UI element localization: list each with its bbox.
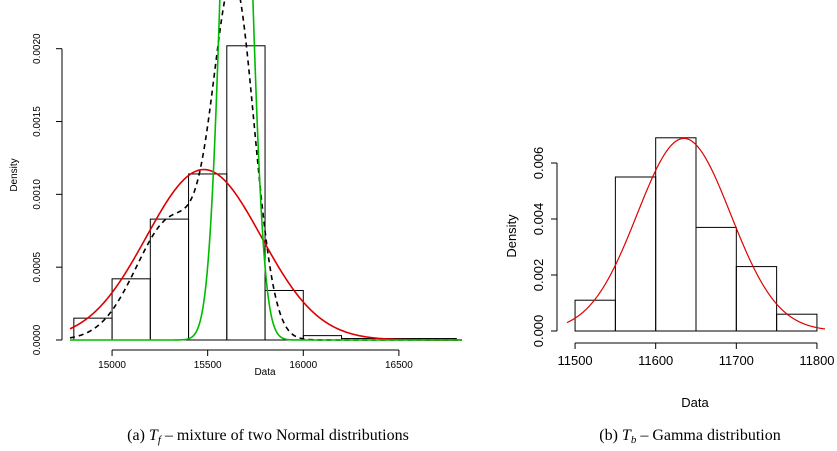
y-tick-label: 0.002 — [531, 259, 546, 292]
x-tick-label: 11700 — [719, 353, 754, 368]
y-tick-label: 0.0000 — [32, 324, 43, 355]
x-tick-label: 11500 — [557, 353, 592, 368]
panel-a-histogram — [73, 45, 457, 341]
density-curve — [70, 0, 462, 341]
y-tick-label: 0.0005 — [32, 251, 43, 282]
x-tick-label: 15500 — [194, 360, 222, 371]
histogram-bar — [149, 218, 190, 341]
y-tick-label: 0.000 — [531, 315, 546, 348]
panel-a-density-curves — [69, 0, 462, 341]
panel-b-axes: 11500 11600 11700 11800 0.000 0.002 0.004 0.006 — [531, 147, 835, 368]
panel-a-y-axis-title: Density — [9, 158, 20, 191]
x-tick-label: 15000 — [98, 360, 126, 371]
y-tick-label: 0.006 — [531, 147, 546, 180]
x-tick-label: 16000 — [289, 360, 317, 371]
x-tick-label: 16500 — [385, 360, 413, 371]
histogram-bar — [735, 266, 778, 332]
y-tick-label: 0.0010 — [32, 179, 43, 210]
panel-b-chart: 11500 11600 11700 11800 0.000 0.002 0.004 0.006… — [504, 137, 835, 410]
x-tick-label: 11600 — [638, 353, 673, 368]
panel-a-x-axis-title: Data — [254, 367, 276, 378]
dashed-mixture-curve — [69, 0, 462, 341]
y-tick-label: 0.004 — [531, 203, 546, 236]
panel-b-caption: (b) Tb – Gamma distribution — [599, 427, 781, 446]
x-tick-label: 11800 — [799, 353, 834, 368]
histogram-bar — [111, 278, 151, 341]
y-tick-label: 0.0015 — [32, 106, 43, 137]
histogram-bar — [264, 289, 304, 341]
panel-a-chart: 15000 15500 16000 16500 0.0000 0.0005 0.0010 0.… — [9, 0, 462, 378]
panel-a-axes: 15000 15500 16000 16500 0.0000 0.0005 0.0010 0.… — [32, 33, 413, 371]
density-curve — [69, 168, 462, 341]
histogram-bar — [226, 45, 266, 341]
panel-b-x-axis-title: Data — [681, 395, 709, 410]
histogram-bar — [574, 299, 616, 332]
histogram-bar — [655, 137, 697, 332]
panel-b-density-curves — [566, 137, 826, 330]
y-tick-label: 0.0020 — [32, 33, 43, 64]
histogram-bar — [695, 226, 737, 332]
histogram-bar — [776, 313, 818, 332]
density-curve — [566, 137, 826, 330]
histogram-bar — [73, 317, 113, 341]
panel-a-caption: (a) Tf – mixture of two Normal distribut… — [127, 427, 409, 446]
panel-b-y-axis-title: Density — [504, 214, 519, 258]
panel-b-histogram — [574, 137, 818, 332]
histogram-bar — [614, 176, 657, 332]
